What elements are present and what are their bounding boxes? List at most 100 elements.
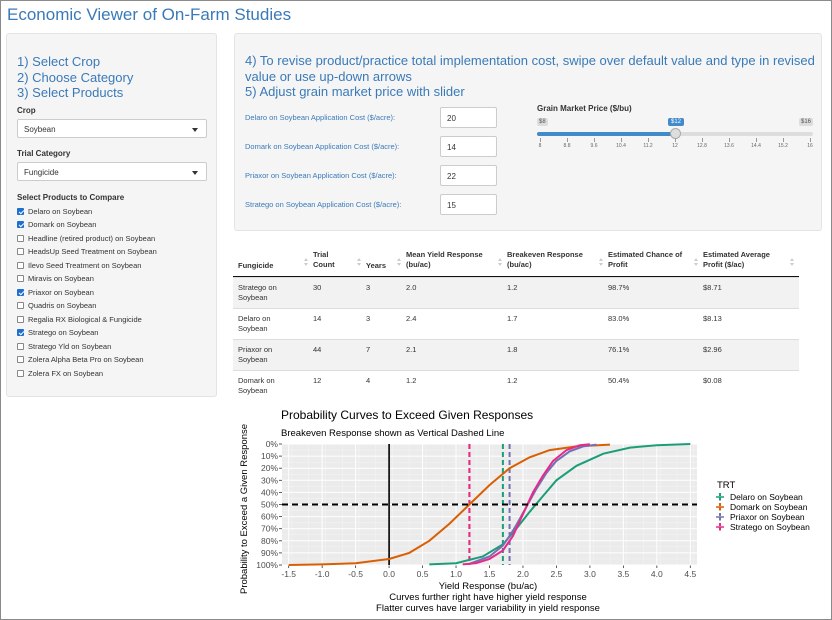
y-tick-label: 80% (261, 536, 278, 546)
column-header[interactable]: Fungicide (238, 261, 274, 270)
column-header[interactable]: Years (366, 261, 387, 270)
product-label: Quadris on Soybean (28, 301, 97, 310)
slider-tick-label: 11.2 (643, 143, 653, 149)
table-cell: 3 (366, 283, 371, 292)
category-select-value: Fungicide (24, 168, 59, 177)
step-revise-cost: 4) To revise product/practice total impl… (245, 53, 815, 84)
product-checkbox-item[interactable]: Zolera FX on Soybean (17, 367, 103, 379)
cost-input[interactable]: 15 (440, 194, 497, 215)
checkbox-unchecked-icon[interactable] (17, 302, 24, 309)
product-checkbox-item[interactable]: Zolera Alpha Beta Pro on Soybean (17, 354, 144, 366)
selection-sidebar: 1) Select Crop 2) Choose Category 3) Sel… (6, 33, 217, 397)
slider-tick-label: 8.8 (563, 143, 571, 149)
checkbox-unchecked-icon[interactable] (17, 369, 24, 377)
checkbox-unchecked-icon[interactable] (17, 261, 24, 269)
table-cell: 76.1% (608, 345, 630, 354)
chart-xlabel: Yield Response (bu/ac) (439, 581, 537, 592)
price-slider[interactable]: $8 $16 $12 8 8.8 9.6 10.4 11.2 12 12.8 13.6 14.4… (537, 118, 813, 158)
slider-tick-mark (702, 138, 703, 142)
checkbox-unchecked-icon[interactable] (17, 275, 24, 282)
checkbox-unchecked-icon[interactable] (17, 356, 24, 363)
product-checkbox-item[interactable]: HeadsUp Seed Treatment on Soybean (17, 246, 157, 258)
sort-arrows-icon[interactable] (397, 258, 402, 266)
checkbox-checked-icon[interactable] (17, 221, 24, 228)
product-checkbox-item[interactable]: Ilevo Seed Treatment on Soybean (17, 259, 141, 271)
checkbox-unchecked-icon[interactable] (17, 342, 24, 350)
slider-tick-label: 10.4 (616, 143, 626, 149)
column-header[interactable]: Mean Yield Response (bu/ac) (406, 250, 483, 269)
product-checkbox-item[interactable]: Regalia RX Biological & Fungicide (17, 313, 142, 325)
y-tick-label: 20% (261, 463, 278, 473)
product-checkbox-item[interactable]: Domark on Soybean (17, 219, 96, 231)
checkbox-unchecked-icon[interactable] (17, 234, 24, 242)
x-tick-label: 4.0 (651, 569, 663, 579)
y-tick-label: 90% (261, 548, 278, 558)
table-row: Priaxor on Soybean 44 7 2.1 1.8 76.1% $2.96 (233, 339, 799, 371)
table-cell: $2.96 (703, 345, 722, 354)
product-checkbox-item[interactable]: Miravis on Soybean (17, 273, 94, 285)
step-select-products: 3) Select Products (17, 85, 124, 100)
y-tick-label: 100% (256, 560, 278, 570)
sort-arrows-icon[interactable] (790, 258, 795, 266)
table-cell: 30 (313, 283, 322, 292)
table-cell: 3 (366, 314, 371, 323)
slider-tick-mark (783, 138, 784, 142)
plot-background (282, 444, 697, 565)
price-slider-label: Grain Market Price ($/bu) (537, 104, 632, 113)
checkbox-checked-icon[interactable] (17, 207, 24, 215)
y-tick-label: 10% (261, 451, 278, 461)
sort-arrows-icon[interactable] (498, 258, 503, 266)
table-cell: 1.2 (507, 283, 518, 292)
sort-arrows-icon[interactable] (357, 258, 362, 266)
x-tick-label: 1.0 (450, 569, 462, 579)
category-label: Trial Category (17, 149, 71, 158)
legend-title: TRT (717, 480, 735, 491)
table-cell: 98.7% (608, 283, 630, 292)
slider-tick-mark (729, 138, 730, 142)
sort-arrows-icon[interactable] (694, 258, 699, 266)
app-title: Economic Viewer of On-Farm Studies (7, 5, 292, 24)
cost-input[interactable]: 14 (440, 136, 497, 157)
column-header[interactable]: Estimated Average Profit ($/ac) (703, 250, 770, 269)
slider-tick-mark (594, 138, 595, 142)
product-checkbox-item[interactable]: Headline (retired product) on Soybean (17, 232, 155, 244)
sort-arrows-icon[interactable] (599, 258, 604, 266)
product-checkbox-item[interactable]: Stratego on Soybean (17, 327, 98, 339)
checkbox-unchecked-icon[interactable] (17, 248, 24, 255)
checkbox-unchecked-icon[interactable] (17, 315, 24, 323)
slider-tick-label: 12.8 (697, 143, 707, 149)
crop-select[interactable]: Soybean (17, 119, 207, 138)
product-label: Headline (retired product) on Soybean (28, 233, 156, 243)
step-adjust-price: 5) Adjust grain market price with slider (245, 84, 465, 99)
chart-title: Probability Curves to Exceed Given Respo… (281, 408, 533, 422)
table-cell: 12 (313, 376, 322, 385)
cost-input[interactable]: 20 (440, 107, 497, 128)
slider-tick-mark (567, 138, 568, 142)
checkbox-checked-icon[interactable] (17, 288, 24, 296)
y-tick-label: 60% (261, 512, 278, 522)
column-header[interactable]: Trial Count (313, 250, 335, 269)
product-checkbox-item[interactable]: Quadris on Soybean (17, 300, 96, 312)
legend-item: Stratego on Soybean (716, 522, 810, 532)
category-select[interactable]: Fungicide (17, 162, 207, 181)
cost-input[interactable]: 22 (440, 165, 497, 186)
column-header[interactable]: Estimated Chance of Profit (608, 250, 683, 269)
table-row: Domark on Soybean 12 4 1.2 1.2 50.4% $0.08 (233, 370, 799, 402)
product-label: Domark on Soybean (28, 220, 97, 229)
product-label: Priaxor on Soybean (28, 287, 94, 297)
product-checkbox-item[interactable]: Priaxor on Soybean (17, 286, 94, 298)
product-checkbox-item[interactable]: Delaro on Soybean (17, 205, 92, 217)
checkbox-checked-icon[interactable] (17, 329, 24, 336)
sort-arrows-icon[interactable] (304, 258, 309, 266)
x-tick-label: 2.5 (551, 569, 563, 579)
header-divider (233, 276, 799, 277)
slider-tick-label: 8 (538, 143, 542, 149)
table-cell: 14 (313, 314, 322, 323)
slider-tick-label: 16 (807, 143, 813, 149)
table-cell: Delaro on Soybean (238, 314, 271, 333)
column-header[interactable]: Breakeven Response (bu/ac) (507, 250, 583, 269)
product-label: Zolera FX on Soybean (28, 368, 104, 378)
product-checkbox-item[interactable]: Stratego Yld on Soybean (17, 340, 111, 352)
slider-tick-label: 14.4 (751, 143, 761, 149)
legend-label: Domark on Soybean (730, 502, 808, 512)
